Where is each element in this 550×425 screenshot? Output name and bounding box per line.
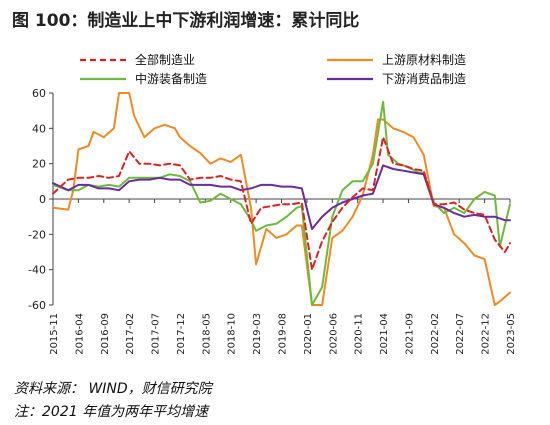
y-tick-label: 40	[32, 122, 46, 135]
x-tick-label: 2022-12	[481, 313, 492, 355]
x-tick-label: 2018-10	[227, 313, 238, 355]
y-tick-label: 20	[32, 158, 46, 171]
y-tick-label: 0	[39, 193, 46, 206]
x-tick-label: 2017-02	[125, 313, 136, 355]
axes: -60 -40 -20 0 20 40 60 2015-11 2016-04 2016-09 201…	[28, 87, 517, 355]
y-tick-label: -40	[28, 264, 46, 277]
x-tick-label: 2021-04	[379, 313, 390, 355]
x-tick-label: 2017-07	[151, 313, 162, 355]
legend-label: 中游装备制造	[135, 71, 207, 86]
series-lines	[52, 92, 511, 306]
x-tick-label: 2016-04	[74, 313, 85, 355]
y-tick-label: -60	[28, 299, 46, 312]
series-line-1	[52, 136, 511, 271]
legend-label: 上游原材料制造	[382, 53, 466, 67]
legend-label: 下游消费品制造	[382, 72, 466, 86]
x-tick-label: 2021-09	[404, 313, 415, 355]
x-tick-label: 2015-11	[49, 313, 60, 355]
y-tick-label: -20	[28, 228, 46, 241]
legend-label: 全部制造业	[135, 52, 195, 67]
x-tick-label: 2017-12	[176, 313, 187, 355]
x-tick-label: 2023-05	[506, 313, 517, 355]
x-tick-label: 2020-01	[303, 313, 314, 355]
series-line-2	[52, 92, 511, 306]
x-tick-label: 2019-03	[252, 313, 263, 355]
footnote: 注：2021 年值为两年平均增速	[14, 404, 209, 420]
x-tick-label: 2022-07	[455, 313, 466, 355]
x-tick-label: 2016-09	[100, 313, 111, 355]
x-tick-label: 2018-05	[201, 313, 212, 355]
figure-title: 图 100：制造业上中下游利润增速：累计同比	[12, 11, 360, 31]
series-line-4	[52, 164, 511, 230]
x-tick-label: 2019-08	[278, 313, 289, 355]
y-tick-label: 60	[32, 87, 46, 100]
source-note: 资料来源： WIND，财信研究院	[14, 381, 212, 397]
x-tick-label: 2020-06	[328, 313, 339, 355]
x-tick-label: 2020-11	[354, 313, 365, 355]
x-tick-label: 2022-02	[430, 313, 441, 355]
